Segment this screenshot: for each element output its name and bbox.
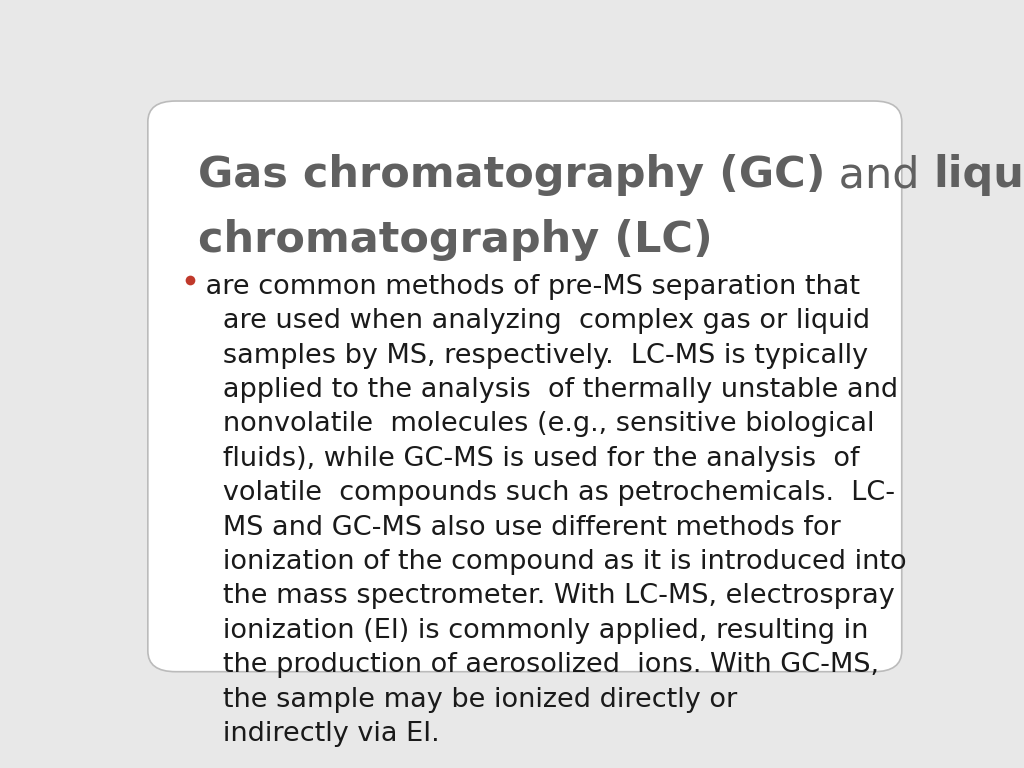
Text: Gas chromatography (GC): Gas chromatography (GC) (198, 154, 825, 197)
FancyBboxPatch shape (147, 101, 902, 672)
Text: chromatography (LC): chromatography (LC) (198, 220, 713, 261)
Text: liquid: liquid (934, 154, 1024, 197)
Text: and: and (825, 154, 934, 197)
Text: are common methods of pre-MS separation that
   are used when analyzing  complex: are common methods of pre-MS separation … (197, 273, 906, 747)
